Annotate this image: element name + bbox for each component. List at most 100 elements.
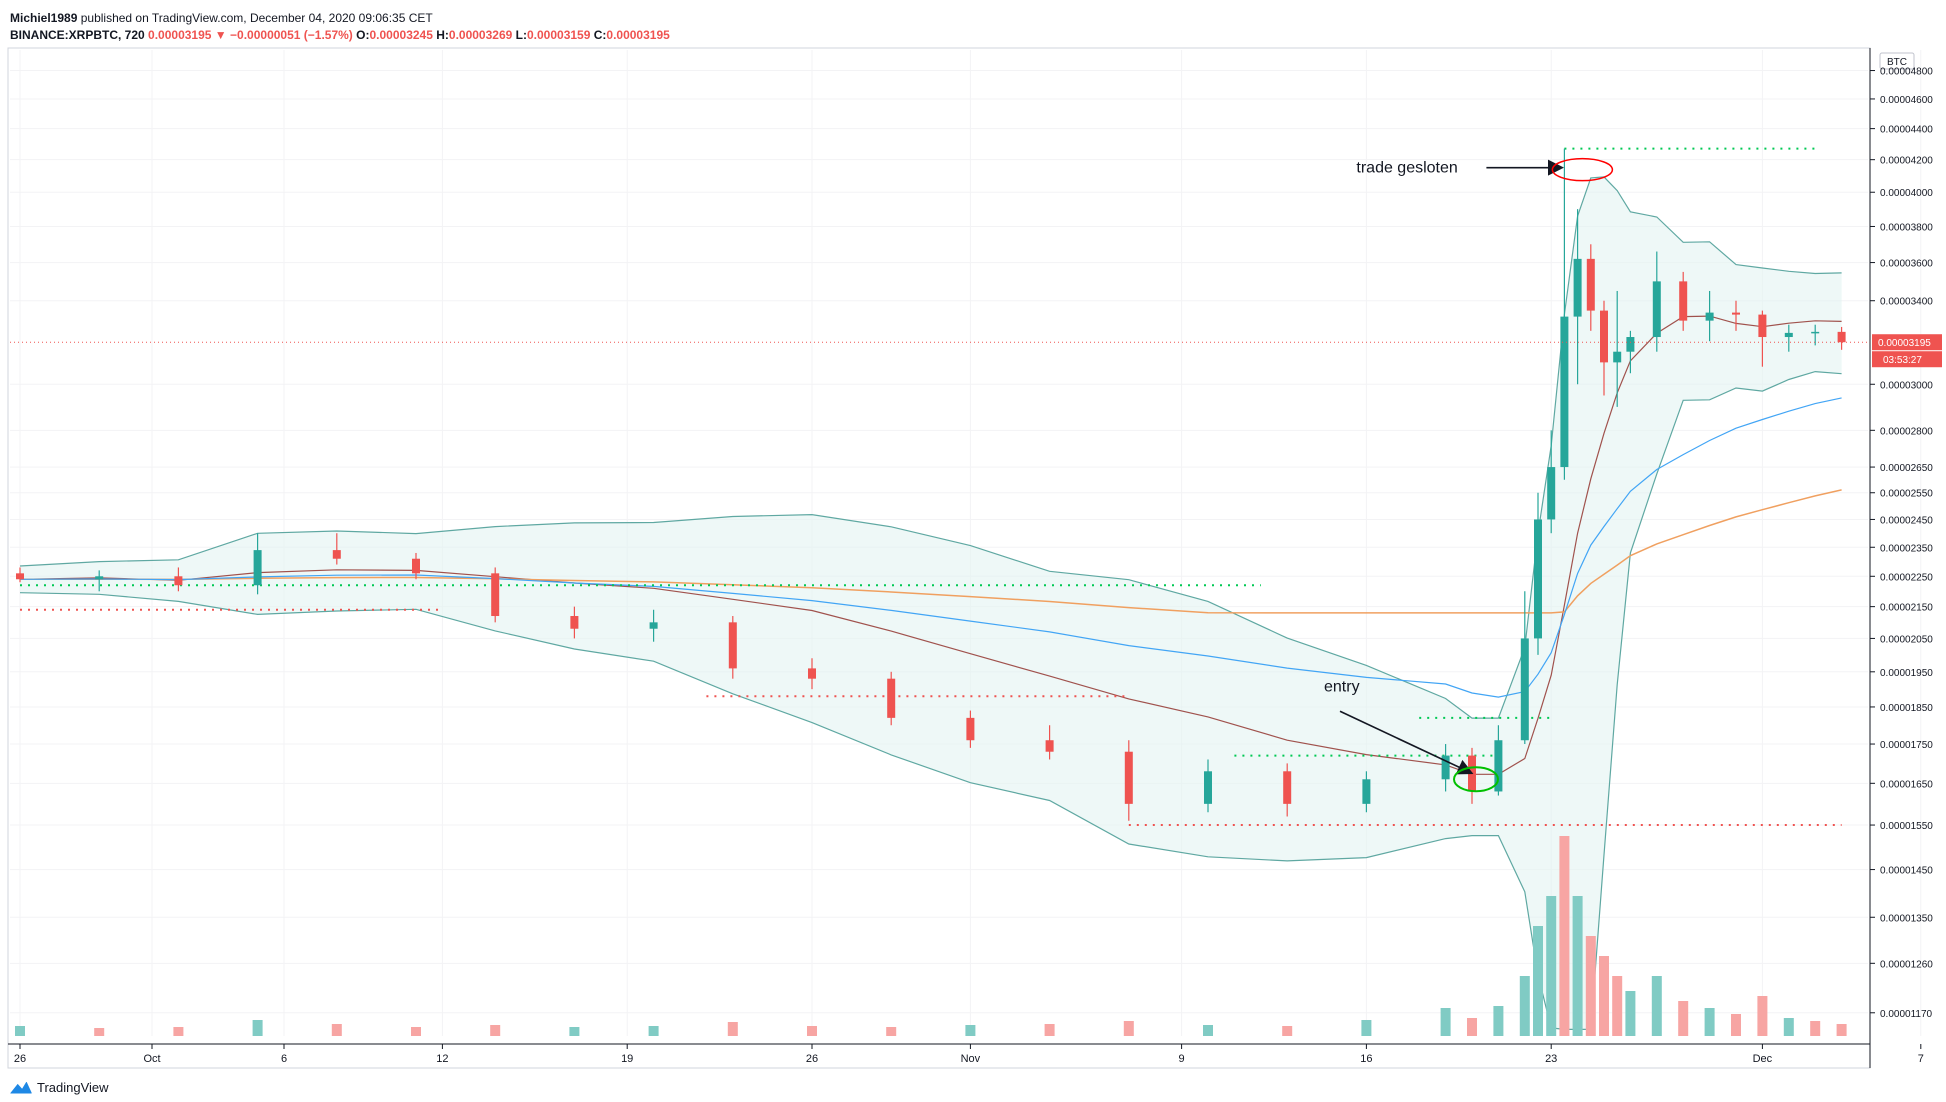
volume-bar: [807, 1026, 817, 1036]
x-tick-label: 19: [621, 1053, 633, 1065]
currency-box: [1879, 52, 1915, 70]
last-price-tag: [1872, 334, 1942, 351]
volume-bar: [1612, 976, 1623, 1036]
volume-bar: [1625, 991, 1636, 1036]
annotations: trade gesloten entry: [1324, 157, 1614, 793]
candle-body: [1520, 638, 1529, 741]
moving-average-50: [19, 397, 1842, 698]
volume-bar: [727, 1022, 738, 1036]
countdown-tag-label: 03:53:27: [1883, 355, 1922, 366]
volume-bar: [886, 1027, 897, 1036]
annotation-trade-closed: trade gesloten: [1356, 160, 1457, 177]
volume-bar: [173, 1027, 184, 1036]
tradingview-icon: [10, 1081, 32, 1094]
candle-body: [728, 622, 737, 669]
candle-body: [1045, 740, 1054, 752]
candle-body: [412, 558, 420, 574]
candle-body: [1560, 316, 1569, 468]
x-tick-label: Nov: [961, 1053, 981, 1065]
volume-bar: [1836, 1024, 1847, 1036]
x-tick-label: Dec: [1753, 1053, 1773, 1065]
y-tick-label: 0.00004600: [1880, 95, 1933, 106]
annotation-entry: entry: [1324, 678, 1360, 695]
x-tick-label: 26: [14, 1053, 26, 1065]
candle-body: [1600, 310, 1608, 363]
open-value: 0.00003245: [369, 28, 433, 42]
volume-bar: [1044, 1024, 1055, 1036]
x-tick-label: 23: [1545, 1053, 1557, 1065]
low-value: 0.00003159: [526, 28, 591, 42]
volume-bar: [1704, 1008, 1715, 1036]
y-tick-label: 0.00002650: [1880, 463, 1933, 474]
volume-bar: [1203, 1025, 1213, 1036]
x-tick-label: 7: [1918, 1053, 1924, 1065]
volume-bar: [1651, 976, 1662, 1036]
y-tick-label: 0.00002800: [1880, 426, 1933, 437]
y-tick-label: 0.00002150: [1880, 603, 1933, 614]
volume-bar: [1559, 836, 1570, 1036]
time-axis[interactable]: 26Oct6121926Nov91623Dec71421282021611: [8, 1043, 1946, 1065]
volume-bar: [490, 1025, 501, 1036]
y-tick-label: 0.00001650: [1880, 779, 1933, 790]
candle-body: [966, 717, 975, 741]
volume-bar: [1519, 976, 1530, 1036]
candle-body: [1679, 281, 1688, 321]
candle-body: [887, 678, 896, 718]
candle-body: [1204, 771, 1212, 804]
candle-body: [1613, 351, 1622, 363]
tradingview-logo[interactable]: TradingView: [10, 1080, 109, 1095]
candle-body: [16, 573, 24, 580]
candle-body: [649, 622, 658, 629]
candle-body: [1652, 281, 1661, 338]
candle-body: [1626, 337, 1635, 352]
y-tick-label: 0.00002350: [1880, 543, 1933, 554]
author-name[interactable]: Michiel1989: [10, 11, 78, 25]
y-tick-label: 0.00003400: [1880, 297, 1933, 308]
y-tick-label: 0.00001550: [1880, 821, 1933, 832]
symbol-label: BINANCE:XRPBTC, 720: [10, 28, 145, 42]
support-resistance-levels: [20, 147, 1842, 827]
candle-body: [1586, 258, 1595, 311]
close-value: 0.00003195: [606, 28, 670, 42]
x-tick-label: 26: [806, 1053, 818, 1065]
volume-bar: [94, 1028, 105, 1036]
low-label: L:: [515, 28, 527, 42]
volume-bars: [15, 836, 1847, 1036]
close-label: C:: [593, 28, 607, 42]
change-value: −0.00000051 (−1.57%): [230, 28, 353, 42]
volume-bar: [1533, 926, 1543, 1036]
volume-bar: [1282, 1026, 1293, 1036]
volume-bar: [1467, 1018, 1477, 1036]
candle-body: [570, 616, 579, 629]
bollinger-lower-line: [19, 370, 1842, 1030]
volume-bar: [15, 1026, 25, 1036]
y-tick-label: 0.00001350: [1880, 913, 1933, 924]
volume-bar: [1572, 896, 1583, 1036]
candle-body: [1784, 332, 1793, 338]
candle-body: [1283, 771, 1292, 804]
x-tick-label: 12: [436, 1053, 448, 1065]
y-tick-label: 0.00004400: [1880, 125, 1933, 136]
candle-body: [808, 668, 816, 679]
candle-body: [1441, 755, 1450, 780]
candle-body: [1534, 519, 1542, 639]
x-tick-label: Oct: [143, 1053, 160, 1065]
volume-bar: [648, 1026, 659, 1036]
candle-body: [1732, 312, 1740, 315]
volume-bar: [1585, 936, 1596, 1036]
last-price-tag-label: 0.00003195: [1878, 338, 1931, 349]
volume-bar: [965, 1025, 976, 1036]
candle-body: [1494, 740, 1503, 792]
exit-circle: [1551, 157, 1614, 182]
entry-circle: [1453, 766, 1499, 793]
candles: [16, 148, 1846, 821]
volume-bar: [1546, 896, 1557, 1036]
volume-bar: [569, 1027, 580, 1036]
volume-bar: [1599, 956, 1609, 1036]
y-tick-label: 0.00001170: [1880, 1009, 1933, 1020]
published-text: published on TradingView.com, December 0…: [80, 11, 433, 25]
candle-body: [95, 576, 104, 580]
candle-body: [332, 550, 341, 559]
